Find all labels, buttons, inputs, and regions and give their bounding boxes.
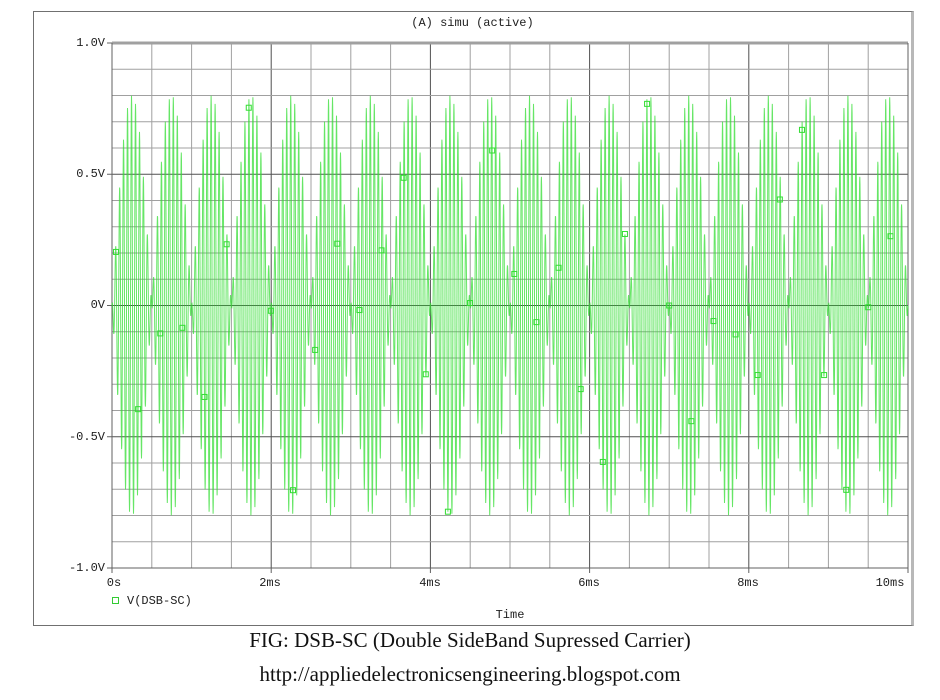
y-tick-label: -0.5V [68, 430, 105, 444]
y-tick-label: 1.0V [76, 36, 105, 50]
y-tick-label: 0.5V [76, 167, 105, 181]
x-tick-label: 8ms [737, 576, 759, 590]
legend: V(DSB-SC) [112, 594, 192, 608]
legend-label: V(DSB-SC) [127, 594, 192, 608]
x-tick-label: 4ms [419, 576, 441, 590]
waveform-trace [111, 95, 909, 516]
x-tick-label: 2ms [259, 576, 281, 590]
y-tick-label: -1.0V [68, 561, 105, 575]
y-tick-label: 0V [90, 298, 105, 312]
x-tick-label: 6ms [578, 576, 600, 590]
x-tick-label: 0s [106, 576, 122, 590]
legend-marker-icon [112, 597, 119, 605]
source-url: http://appliedelectronicsengineering.blo… [259, 662, 681, 686]
x-axis-label: Time [495, 608, 525, 622]
x-tick-label: 10ms [875, 576, 905, 590]
window-title: (A) simu (active) [411, 16, 534, 30]
figure-caption: FIG: DSB-SC (Double SideBand Supressed C… [249, 628, 691, 652]
